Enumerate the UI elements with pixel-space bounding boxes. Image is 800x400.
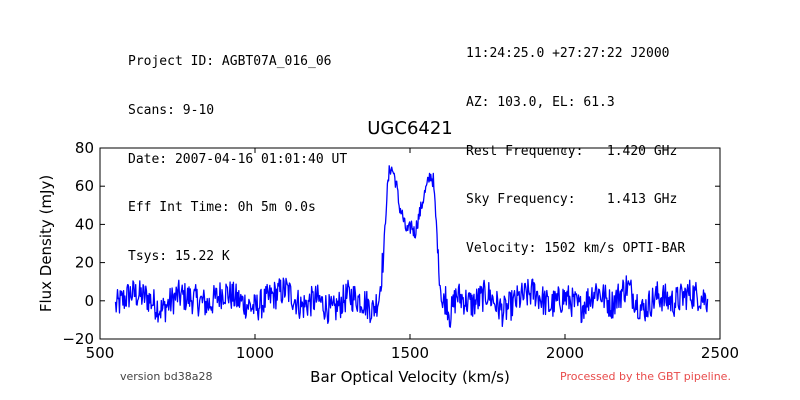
az-el-text: AZ: 103.0, EL: 61.3	[466, 95, 615, 110]
header-left-block: Project ID: AGBT07A_016_06 Scans: 9-10 D…	[128, 22, 347, 281]
y-tick-label: 0	[84, 292, 94, 310]
pipeline-text: Processed by the GBT pipeline.	[560, 370, 731, 383]
eff-int-time-text: Eff Int Time: 0h 5m 0.0s	[128, 200, 316, 216]
date-text: Date: 2007-04-16 01:01:40 UT	[128, 151, 348, 167]
flux-series-line	[114, 165, 709, 328]
tsys-text: Tsys: 15.22 K	[128, 248, 230, 264]
x-tick-label: 1500	[391, 344, 429, 362]
scans-text: Scans: 9-10	[128, 103, 215, 118]
rest-frequency-text: Rest Frequency: 1.420 GHz	[466, 143, 678, 159]
header-right-block: 11:24:25.0 +27:27:22 J2000 AZ: 103.0, EL…	[466, 14, 685, 273]
project-id-text: Project ID: AGBT07A_016_06	[128, 54, 332, 70]
version-text: version bd38a28	[120, 370, 213, 383]
coordinates-text: 11:24:25.0 +27:27:22 J2000	[466, 46, 670, 62]
x-tick-label: 2000	[546, 344, 584, 362]
velocity-text: Velocity: 1502 km/s OPTI-BAR	[466, 240, 686, 256]
y-tick-label: 40	[75, 215, 94, 233]
y-tick-label: −20	[62, 330, 94, 348]
x-tick-label: 1000	[236, 344, 274, 362]
x-tick-label: 2500	[701, 344, 739, 362]
y-tick-label: 60	[75, 177, 94, 195]
x-axis-label: Bar Optical Velocity (km/s)	[310, 368, 510, 386]
x-axis-ticks: 500 1000 1500 2000 2500	[86, 148, 739, 362]
sky-frequency-text: Sky Frequency: 1.413 GHz	[466, 192, 678, 208]
y-axis-label: Flux Density (mJy)	[37, 175, 55, 312]
chart-title: UGC6421	[367, 118, 453, 139]
x-tick-label: 500	[86, 344, 115, 362]
y-tick-label: 80	[75, 139, 94, 157]
plot-frame	[99, 147, 721, 340]
y-tick-label: 20	[75, 254, 94, 272]
y-axis-ticks: −20 0 20 40 60 80	[62, 139, 720, 348]
